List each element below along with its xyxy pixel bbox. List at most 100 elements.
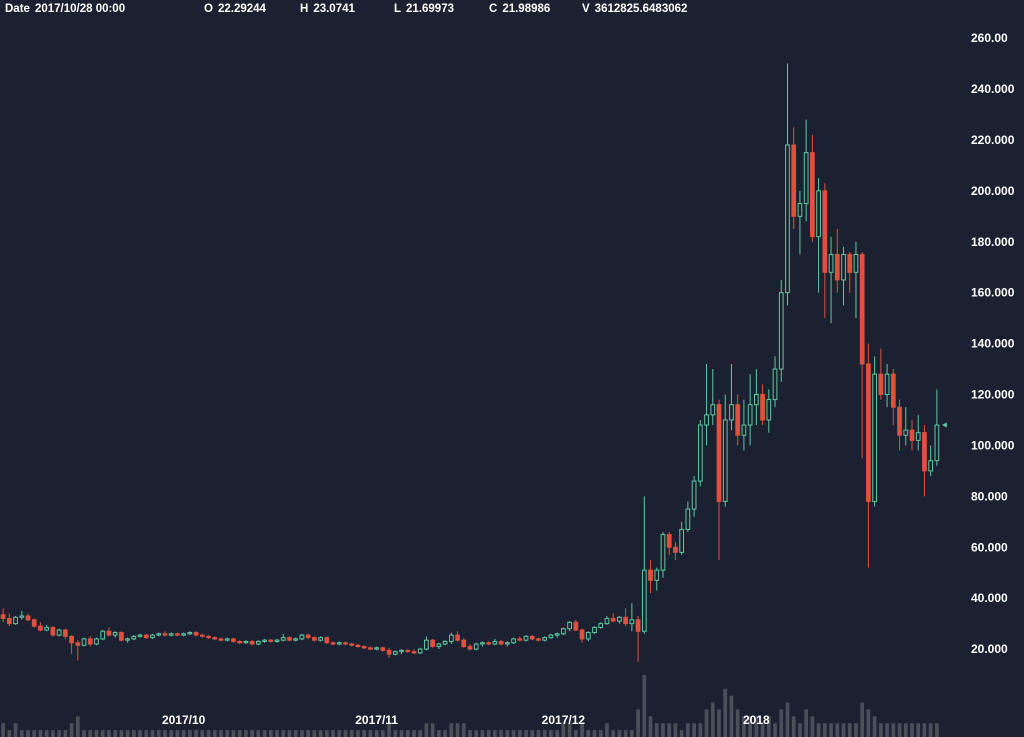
candle[interactable] <box>274 638 280 643</box>
candle[interactable] <box>847 251 853 293</box>
candle[interactable] <box>255 640 261 646</box>
candle[interactable] <box>473 642 479 651</box>
candle[interactable] <box>915 414 921 451</box>
candle[interactable] <box>399 649 404 655</box>
candle[interactable] <box>791 127 797 230</box>
candle[interactable] <box>654 567 660 591</box>
candle[interactable] <box>436 642 442 650</box>
candle[interactable] <box>716 399 722 560</box>
candle[interactable] <box>380 646 386 652</box>
candle[interactable] <box>561 627 566 636</box>
candle[interactable] <box>330 641 336 646</box>
candle[interactable] <box>368 646 373 651</box>
candle[interactable] <box>710 369 716 426</box>
candle[interactable] <box>199 633 205 638</box>
candle[interactable] <box>648 559 653 594</box>
candle[interactable] <box>722 394 728 507</box>
candle[interactable] <box>206 635 211 639</box>
candle[interactable] <box>150 633 155 639</box>
candle[interactable] <box>187 631 193 636</box>
candle[interactable] <box>666 531 672 555</box>
candle[interactable] <box>112 631 118 638</box>
candle[interactable] <box>810 134 815 242</box>
candle[interactable] <box>585 631 591 642</box>
candle[interactable] <box>928 445 934 476</box>
candle[interactable] <box>175 632 180 637</box>
candle[interactable] <box>934 389 940 466</box>
candle[interactable] <box>467 643 473 651</box>
candle[interactable] <box>903 407 909 446</box>
candle[interactable] <box>13 615 18 625</box>
candle[interactable] <box>629 603 635 632</box>
candle[interactable] <box>50 626 56 637</box>
candle[interactable] <box>424 636 429 651</box>
candle[interactable] <box>455 631 460 642</box>
candle[interactable] <box>231 637 236 643</box>
candle[interactable] <box>94 637 99 646</box>
candle[interactable] <box>834 229 840 293</box>
candle[interactable] <box>729 363 734 431</box>
candle[interactable] <box>218 637 224 642</box>
candle[interactable] <box>760 384 765 426</box>
candle[interactable] <box>785 63 790 306</box>
candle[interactable] <box>31 618 37 628</box>
candle[interactable] <box>504 641 510 647</box>
candle[interactable] <box>890 369 896 426</box>
candle[interactable] <box>87 636 93 647</box>
candle[interactable] <box>461 637 467 648</box>
candle[interactable] <box>542 636 548 642</box>
candle[interactable] <box>361 645 367 650</box>
candle[interactable] <box>741 399 747 451</box>
candle[interactable] <box>44 624 50 632</box>
candle[interactable] <box>38 622 43 632</box>
candle[interactable] <box>573 619 579 632</box>
candle[interactable] <box>212 636 218 641</box>
candle[interactable] <box>119 631 124 642</box>
candle[interactable] <box>866 343 871 568</box>
candle[interactable] <box>735 394 741 446</box>
candle[interactable] <box>897 399 902 451</box>
candle[interactable] <box>162 631 168 637</box>
candle[interactable] <box>492 638 498 646</box>
candle[interactable] <box>100 629 106 641</box>
candle[interactable] <box>56 628 62 637</box>
candle[interactable] <box>293 637 299 642</box>
candle[interactable] <box>610 613 616 623</box>
candle[interactable] <box>660 531 666 578</box>
candle[interactable] <box>480 641 485 647</box>
time-axis[interactable]: 2017/10 2017/11 2017/12 2018 <box>162 713 770 727</box>
candle[interactable] <box>448 632 454 644</box>
candle[interactable] <box>486 641 492 646</box>
candle[interactable] <box>604 615 610 625</box>
candle[interactable] <box>766 389 772 433</box>
candle[interactable] <box>697 419 703 487</box>
candle[interactable] <box>548 633 554 639</box>
candle[interactable] <box>143 633 149 639</box>
candle[interactable] <box>430 638 436 648</box>
candle[interactable] <box>243 640 249 644</box>
candle[interactable] <box>859 251 865 459</box>
candle[interactable] <box>442 640 448 646</box>
candle[interactable] <box>853 241 859 319</box>
candle[interactable] <box>623 608 628 627</box>
candle[interactable] <box>803 119 809 222</box>
candle[interactable] <box>554 632 560 638</box>
candle[interactable] <box>579 628 585 643</box>
candle[interactable] <box>224 637 230 642</box>
candle[interactable] <box>318 636 323 642</box>
candle[interactable] <box>125 637 130 643</box>
candle[interactable] <box>62 628 68 639</box>
candle[interactable] <box>25 613 31 622</box>
candle[interactable] <box>417 647 423 655</box>
candle[interactable] <box>386 647 392 658</box>
candle[interactable] <box>349 642 355 647</box>
candle[interactable] <box>299 633 305 641</box>
candle[interactable] <box>691 475 697 517</box>
candle[interactable] <box>168 632 174 637</box>
candle[interactable] <box>181 632 187 637</box>
candle[interactable] <box>641 496 647 634</box>
candle[interactable] <box>753 369 759 426</box>
candle[interactable] <box>498 640 504 646</box>
candle[interactable] <box>81 637 87 647</box>
